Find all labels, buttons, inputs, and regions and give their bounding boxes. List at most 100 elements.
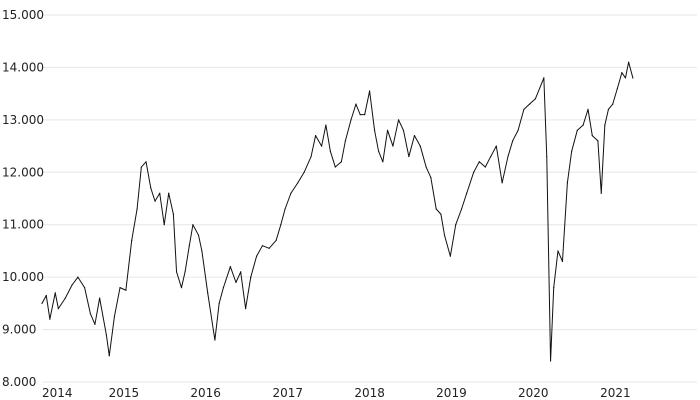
data-point [284,208,286,210]
data-point [192,224,194,226]
series-line-0 [41,61,634,362]
data-point [184,271,186,273]
data-point [214,339,216,341]
data-point [197,234,200,236]
data-point [624,77,627,79]
data-point [256,255,258,257]
data-point [297,182,299,184]
y-tick-label: 9.000 [2,323,36,337]
data-point [392,145,394,147]
data-point [310,155,312,158]
data-point [84,287,86,289]
data-point [632,77,634,79]
data-point [355,103,357,105]
data-point [140,166,142,168]
data-point [245,308,247,310]
x-tick-label: 2015 [109,386,140,400]
data-point [546,155,548,158]
data-point [334,166,336,168]
data-point [543,77,545,79]
data-point [314,134,317,137]
data-point [154,200,156,202]
y-tick-label: 13.000 [2,113,44,127]
x-tick-label: 2016 [190,386,221,400]
data-point [466,192,468,194]
data-point [119,287,121,289]
data-point [275,239,277,242]
data-point [359,114,361,116]
data-point [455,224,457,226]
data-point [430,176,432,179]
y-tick-label: 11.000 [2,218,44,232]
x-axis-tick-labels: 2014 2015 2016 2017 2018 2019 2020 2021 [42,386,631,400]
data-point [168,192,170,194]
data-point [628,61,630,63]
y-axis-tick-labels: 8.000 9.000 10.000 11.000 12.000 13.000 14.000… [2,8,44,389]
data-point [571,150,573,152]
data-point [280,224,282,226]
x-tick-label: 2018 [354,386,385,400]
data-point [517,129,519,131]
data-point [49,318,51,320]
data-point [172,213,174,215]
data-point [99,297,101,299]
data-point [321,145,323,147]
data-point [386,129,389,131]
data-point [419,145,421,147]
data-point [621,72,623,74]
data-point [145,161,147,163]
data-point [449,255,451,257]
data-point [373,129,376,131]
data-point [229,266,231,268]
data-point [377,150,380,152]
x-tick-label: 2020 [518,386,549,400]
data-point [607,108,610,110]
data-point [600,192,602,194]
data-point [408,155,410,158]
data-point [507,155,509,158]
data-point [397,119,400,121]
data-point [344,140,346,142]
data-point [41,302,43,304]
data-point [235,281,237,283]
data-point [45,294,47,297]
data-point [54,292,56,294]
data-point [402,129,405,131]
data-point [113,315,116,318]
data-point [369,90,371,92]
data-point [136,208,138,210]
data-point [71,284,73,286]
data-point [261,245,264,247]
data-point [473,171,475,173]
data-point [440,213,442,215]
data-point [218,302,220,304]
data-point [413,134,416,137]
data-point [303,171,305,173]
data-point [250,276,252,278]
data-point [587,108,589,110]
data-point [561,260,564,263]
data-point [591,134,593,137]
data-point [94,323,96,325]
data-point [484,166,486,168]
data-point [350,119,352,121]
data-point [150,187,152,189]
x-tick-label: 2017 [272,386,303,400]
data-point [364,114,366,116]
data-point [534,98,536,100]
data-point [89,313,92,315]
x-tick-label: 2019 [436,386,467,400]
data-point [105,334,107,336]
data-point [201,250,203,252]
data-point [460,208,463,210]
data-point [582,124,584,126]
data-point [435,208,437,210]
data-point [57,308,59,310]
y-tick-label: 12.000 [2,165,44,179]
data-point [382,161,384,163]
data-point [180,287,183,289]
data-point [523,108,525,110]
data-point [64,297,66,299]
data-point [490,155,492,158]
